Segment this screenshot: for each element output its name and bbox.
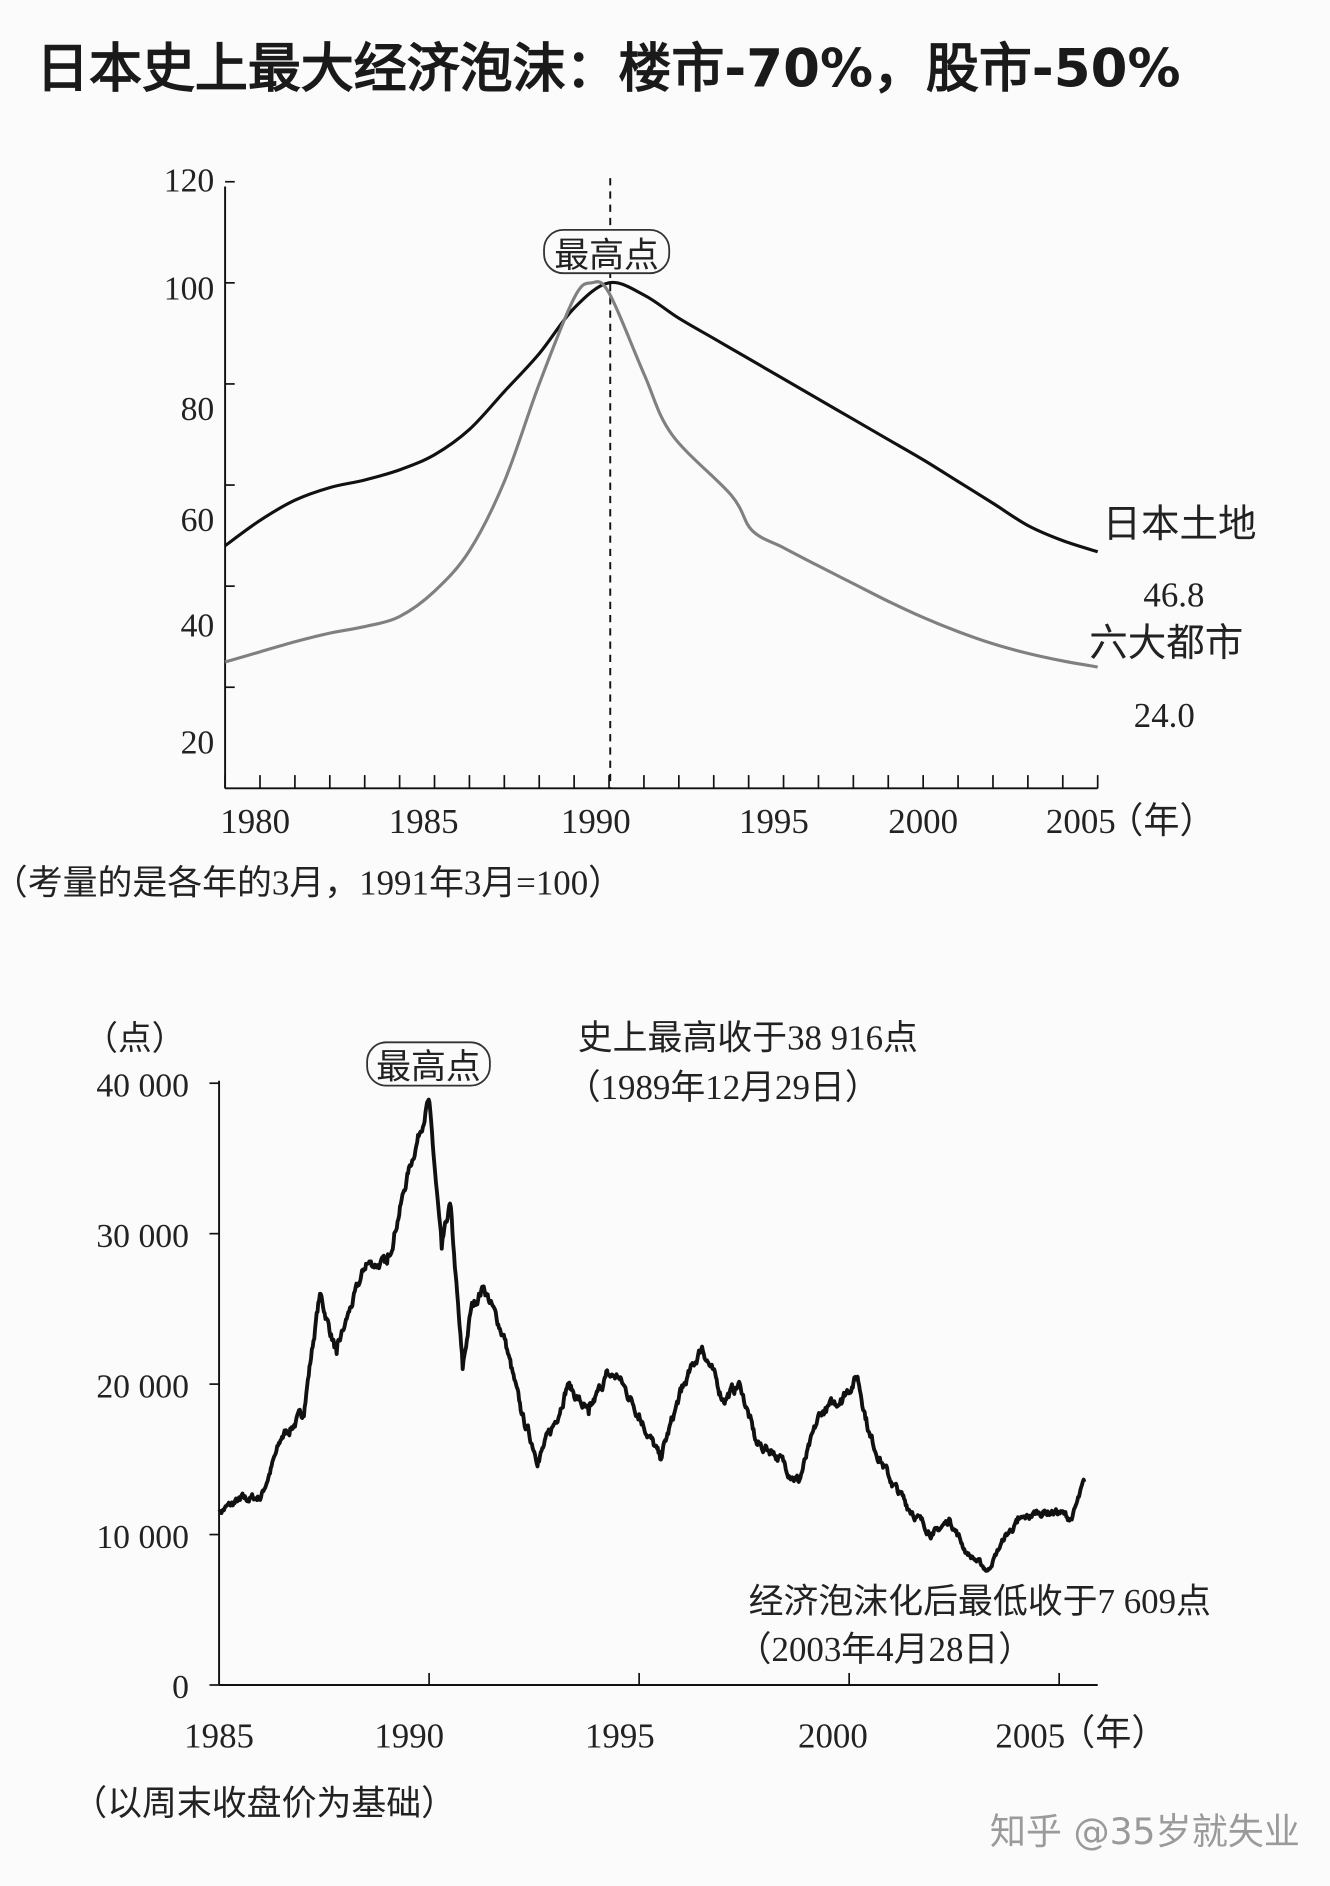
six-cities-series-label: 六大都市 bbox=[1089, 622, 1243, 665]
chart1-x-tick-label: 2000 bbox=[888, 802, 958, 841]
chart1-x-tick-label: 1985 bbox=[389, 802, 459, 841]
six-cities-price-line bbox=[224, 280, 1098, 669]
chart2-x-tick-label: 1995 bbox=[585, 1717, 655, 1756]
land-end-value: 46.8 bbox=[1143, 576, 1204, 615]
chart2-x-tick-label: 2000 bbox=[798, 1717, 868, 1756]
chart1-y-tick-label: 40 bbox=[181, 608, 215, 645]
land-series-label: 日本土地 bbox=[1102, 504, 1256, 546]
chart2-y-tick-label: 40 000 bbox=[96, 1067, 189, 1104]
chart1-y-tick-label: 60 bbox=[181, 502, 215, 539]
chart1-note: （考量的是各年的3月，1991年3月=100） bbox=[0, 863, 623, 902]
chart2-axes: 0 10 000 20 000 30 000 40 000 1985 1990 1995 200… bbox=[96, 1067, 1098, 1756]
chart1-x-tick-label: 1980 bbox=[220, 802, 290, 841]
chart2-x-tick-label: 1985 bbox=[184, 1717, 254, 1756]
chart2-x-tick-label: 2005 bbox=[995, 1717, 1065, 1756]
chart1-x-tick-label: 2005 bbox=[1046, 802, 1116, 841]
chart2-x-unit: （年） bbox=[1059, 1713, 1167, 1753]
peak-label-box-2 bbox=[366, 1041, 491, 1087]
nikkei-index-line bbox=[217, 1097, 1087, 1573]
chart1-x-tick-label: 1995 bbox=[739, 802, 809, 841]
chart2-note: （以周末收盘价为基础） bbox=[72, 1784, 456, 1823]
chart1-x-tick-label: 1990 bbox=[561, 802, 631, 841]
six-cities-end-value: 24.0 bbox=[1134, 696, 1195, 735]
land-price-chart: 20 40 60 80 100 120 1980 1985 1990 1995 2000 2005 最… bbox=[0, 162, 1257, 902]
watermark: 知乎 @35岁就失业 bbox=[990, 1810, 1300, 1853]
chart1-axes: 20 40 60 80 100 120 1980 1985 1990 1995 2000 2005 bbox=[164, 162, 1116, 841]
nikkei-chart: （点） 最高点 史上最高收于38 916点 （1989年12月29日） 0 10 … bbox=[72, 1019, 1211, 1823]
chart2-y-unit: （点） bbox=[84, 1020, 185, 1058]
high-annotation-line2: （1989年12月29日） bbox=[566, 1068, 880, 1107]
low-annotation-line1: 经济泡沫化后最低收于7 609点 bbox=[749, 1582, 1211, 1621]
chart1-x-unit: （年） bbox=[1107, 801, 1215, 841]
peak-label-box bbox=[543, 228, 671, 275]
chart1-y-tick-label: 20 bbox=[181, 724, 215, 761]
chart2-series bbox=[217, 1097, 1087, 1573]
chart2-y-tick-label: 30 000 bbox=[96, 1218, 189, 1255]
chart2-y-tick-label: 0 bbox=[172, 1669, 189, 1706]
peak-label: 最高点 bbox=[554, 236, 659, 275]
chart2-y-tick-label: 20 000 bbox=[96, 1368, 189, 1405]
chart2-y-tick-label: 10 000 bbox=[96, 1519, 189, 1556]
low-annotation-line2: （2003年4月28日） bbox=[737, 1630, 1034, 1669]
chart1-y-tick-label: 80 bbox=[181, 391, 215, 428]
peak-label-2: 最高点 bbox=[376, 1047, 481, 1086]
chart1-y-tick-label: 100 bbox=[164, 271, 215, 308]
figure-title: 日本史上最大经济泡沫：楼市-70%，股市-50% bbox=[36, 39, 1180, 100]
chart1-series bbox=[224, 280, 1099, 669]
chart2-x-tick-label: 1990 bbox=[374, 1717, 444, 1756]
land-price-line bbox=[224, 280, 1099, 554]
high-annotation-line1: 史上最高收于38 916点 bbox=[578, 1019, 918, 1058]
chart1-y-tick-label: 120 bbox=[164, 162, 215, 199]
